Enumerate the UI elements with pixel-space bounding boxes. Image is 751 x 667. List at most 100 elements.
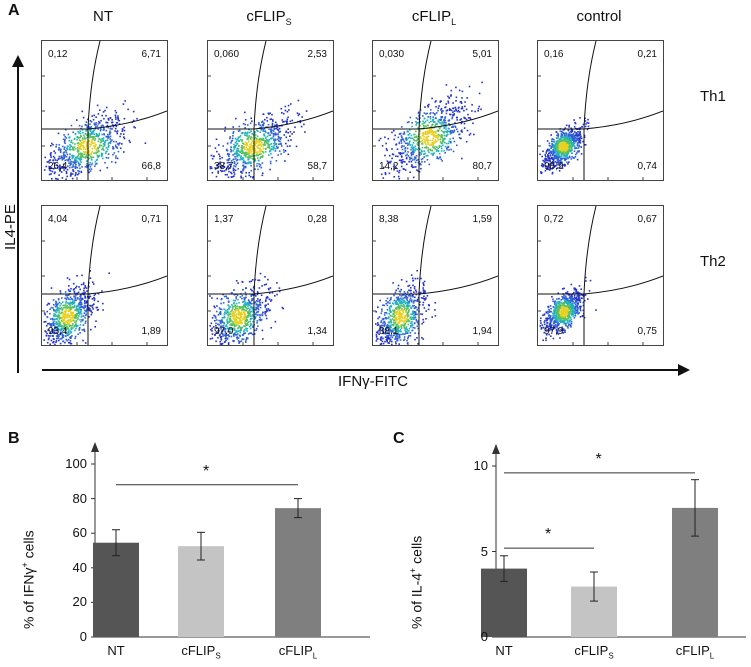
flow-plot: 0,72 0,67 97,9 0,75	[537, 205, 664, 346]
category-label-sub: S	[215, 651, 221, 661]
bar-chart-canvas	[91, 442, 370, 638]
panel-c-letter: C	[393, 430, 405, 447]
quadrant-value-tl: 1,37	[214, 214, 234, 225]
quadrant-value-br: 66,8	[141, 161, 161, 172]
flow-plot: 0,060 2,53 38,7 58,7	[207, 40, 334, 181]
y-tick-label: 10	[473, 458, 488, 473]
column-header-0: NT	[38, 8, 168, 25]
category-label: cFLIPL	[253, 643, 343, 661]
y-axis-title-text: % of IFNγ	[20, 567, 37, 629]
quadrant-value-tl: 0,16	[544, 49, 564, 60]
quadrant-value-bl: 88,1	[379, 326, 399, 337]
quadrant-value-tl: 0,030	[379, 49, 405, 60]
y-tick-label: 0	[480, 629, 488, 644]
flow-plot: 0,16 0,21 98,9 0,74	[537, 40, 664, 181]
flow-plot-canvas	[538, 206, 663, 345]
y-axis-title-text: cells	[20, 530, 37, 563]
quadrant-value-bl: 93,4	[48, 326, 68, 337]
flow-plot-canvas	[538, 41, 663, 180]
quadrant-value-bl: 98,9	[544, 161, 564, 172]
quadrant-value-br: 58,7	[307, 161, 327, 172]
quadrant-value-tr: 1,59	[472, 214, 492, 225]
category-label-main: cFLIP	[278, 643, 313, 658]
quadrant-value-tr: 0,67	[637, 214, 657, 225]
significance-star: *	[203, 462, 210, 480]
quadrant-value-tr: 0,71	[141, 214, 161, 225]
y-axis-title-sup: +	[408, 567, 418, 573]
column-header-main: cFLIP	[246, 8, 286, 25]
y-tick-label: 80	[72, 490, 87, 506]
category-label-main: NT	[495, 643, 513, 658]
quadrant-value-br: 0,75	[637, 326, 657, 337]
error-bar	[500, 555, 508, 582]
flow-plot-canvas	[373, 41, 498, 180]
quadrant-value-bl: 97,0	[214, 326, 234, 337]
column-header-sub: L	[451, 17, 457, 27]
panel-a-letter: A	[8, 2, 20, 19]
category-label-main: cFLIP	[574, 643, 609, 658]
error-bar	[294, 498, 302, 519]
error-bar	[590, 571, 598, 602]
y-axis-title: IL4-PE	[2, 204, 19, 250]
column-header-2: cFLIPL	[369, 8, 499, 27]
column-header-main: NT	[93, 8, 113, 25]
quadrant-value-bl: 14,2	[379, 161, 399, 172]
category-label-sub: S	[608, 651, 614, 661]
quadrant-value-bl: 26,4	[48, 161, 68, 172]
quadrant-value-tl: 4,04	[48, 214, 68, 225]
row-label-th2: Th2	[700, 253, 726, 270]
y-axis-title-text: % of IL-4	[408, 572, 425, 629]
y-tick-label: 60	[72, 525, 87, 541]
y-tick-label: 0	[79, 629, 87, 644]
quadrant-value-br: 1,34	[307, 326, 327, 337]
row-label-th1: Th1	[700, 88, 726, 105]
bar	[275, 508, 321, 637]
x-axis-title: IFNγ-FITC	[338, 373, 408, 390]
bar	[178, 546, 224, 637]
category-label: cFLIPL	[650, 643, 740, 661]
y-tick-label: 40	[72, 559, 87, 575]
flow-plot: 0,12 6,71 26,4 66,8	[41, 40, 168, 181]
quadrant-value-tr: 6,71	[141, 49, 161, 60]
quadrant-value-br: 0,74	[637, 161, 657, 172]
flow-plot: 0,030 5,01 14,2 80,7	[372, 40, 499, 181]
flow-plot-canvas	[208, 206, 333, 345]
significance-star: *	[595, 450, 602, 468]
category-label-main: cFLIP	[181, 643, 216, 658]
bar-chart-canvas	[481, 444, 746, 638]
error-bar	[197, 531, 205, 561]
panel-b-letter: B	[8, 430, 20, 447]
column-header-1: cFLIPS	[204, 8, 334, 27]
flow-plot: 1,37 0,28 97,0 1,34	[207, 205, 334, 346]
quadrant-value-br: 1,94	[472, 326, 492, 337]
error-bar	[691, 479, 699, 537]
quadrant-value-br: 1,89	[141, 326, 161, 337]
column-header-main: cFLIP	[411, 8, 452, 25]
flow-plot: 4,04 0,71 93,4 1,89	[41, 205, 168, 346]
quadrant-value-tl: 0,060	[214, 49, 240, 60]
quadrant-value-br: 80,7	[472, 161, 492, 172]
quadrant-value-tl: 0,72	[544, 214, 564, 225]
y-axis-title: % of IL-4+ cells	[408, 536, 425, 629]
flow-plot-canvas	[208, 41, 333, 180]
flow-plot-canvas	[373, 206, 498, 345]
column-header-3: control	[534, 8, 664, 25]
quadrant-value-tl: 0,12	[48, 49, 68, 60]
y-axis-title-text: cells	[408, 535, 425, 568]
bar	[93, 542, 139, 637]
quadrant-value-tr: 5,01	[472, 49, 492, 60]
column-header-sub: S	[285, 17, 292, 27]
flow-plot: 8,38 1,59 88,1 1,94	[372, 205, 499, 346]
y-tick-label: 20	[72, 594, 87, 610]
quadrant-value-tr: 0,21	[637, 49, 657, 60]
category-label-main: NT	[107, 643, 125, 658]
y-axis-arrow	[492, 444, 500, 454]
y-axis-title-sup: +	[20, 562, 30, 568]
chart-b: 0 20 40 60 80 100 NT cFLIPS cFLIPL *% of IFNγ+ ce…	[0, 440, 380, 667]
x-axis-arrow	[42, 364, 690, 376]
category-label-sub: L	[709, 651, 715, 661]
flow-plot-canvas	[42, 206, 167, 345]
column-header-main: control	[576, 8, 622, 25]
y-axis-title: % of IFNγ+ cells	[20, 530, 37, 629]
y-tick-label: 100	[65, 456, 87, 471]
